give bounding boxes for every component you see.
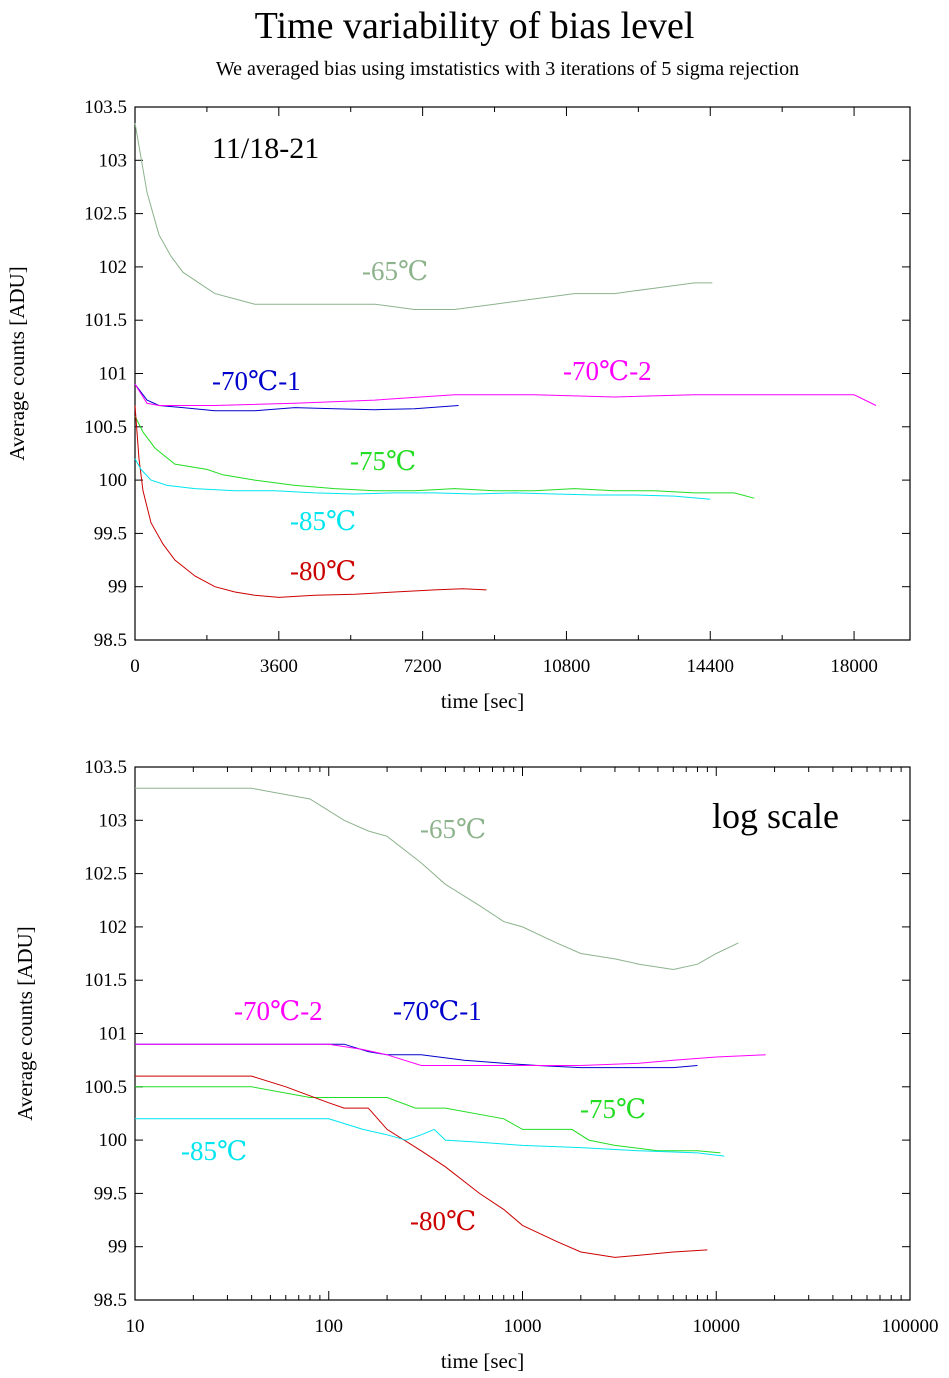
y-tick-label: 100 <box>99 1130 128 1151</box>
series-line <box>134 405 487 598</box>
y-tick-label: 103 <box>99 810 128 831</box>
series-line <box>135 787 739 971</box>
series-line <box>135 1075 708 1258</box>
chart-annotation: 11/18-21 <box>212 132 319 165</box>
x-tick-label: 10000 <box>693 1316 741 1337</box>
series-label: -65℃ <box>420 814 486 844</box>
plot-frame <box>134 766 911 1301</box>
series-label: -70℃-2 <box>234 996 323 1026</box>
series-label: -85℃ <box>290 506 356 536</box>
x-tick-label: 18000 <box>830 656 878 677</box>
series-line <box>134 415 755 499</box>
y-tick-label: 102.5 <box>84 864 127 885</box>
y-tick-label: 98.5 <box>94 1290 127 1311</box>
series-line <box>134 122 713 310</box>
x-tick-label: 100000 <box>882 1316 939 1337</box>
series-label: -75℃ <box>580 1094 646 1124</box>
x-tick-label: 1000 <box>504 1316 542 1337</box>
y-tick-label: 99 <box>108 577 127 598</box>
chart-annotation: log scale <box>712 796 839 836</box>
y-tick-label: 102.5 <box>84 204 127 225</box>
y-tick-label: 103.5 <box>84 97 127 118</box>
y-axis-label: Average counts [ADU] <box>13 926 37 1120</box>
y-tick-label: 99.5 <box>94 523 127 544</box>
series-line <box>135 1118 725 1157</box>
y-tick-label: 99 <box>108 1237 127 1258</box>
x-tick-label: 10800 <box>543 656 591 677</box>
series-label: -75℃ <box>350 446 416 476</box>
y-tick-label: 101.5 <box>84 310 127 331</box>
y-tick-label: 101 <box>99 364 128 385</box>
series-line <box>134 383 877 406</box>
x-tick-label: 7200 <box>404 656 442 677</box>
series-line <box>134 458 711 500</box>
page-title: Time variability of bias level <box>254 5 695 47</box>
series-label: -80℃ <box>410 1206 476 1236</box>
y-tick-label: 103.5 <box>84 757 127 778</box>
series-line <box>135 1043 766 1066</box>
y-tick-label: 98.5 <box>94 630 127 651</box>
series-label: -80℃ <box>290 556 356 586</box>
x-axis-label: time [sec] <box>441 1349 524 1373</box>
x-axis-label: time [sec] <box>441 689 524 713</box>
chart-panel-1: 98.5 99 99.5 100 100.5 101 101.5 102 102.5 103 103… <box>5 97 911 713</box>
y-tick-label: 102 <box>99 917 128 938</box>
series-label: -70℃-2 <box>563 356 652 386</box>
x-tick-label: 10 <box>126 1316 145 1337</box>
y-tick-label: 100.5 <box>84 1077 127 1098</box>
series-line <box>135 1086 721 1154</box>
x-tick-label: 100 <box>315 1316 344 1337</box>
y-tick-label: 102 <box>99 257 128 278</box>
series-label: -70℃-1 <box>212 366 301 396</box>
y-tick-label: 100 <box>99 470 128 491</box>
series-label: -70℃-1 <box>393 996 482 1026</box>
x-tick-label: 3600 <box>260 656 298 677</box>
x-tick-label: 14400 <box>687 656 735 677</box>
y-tick-label: 100.5 <box>84 417 127 438</box>
chart-panel-2: 98.5 99 99.5 100 100.5 101 101.5 102 102.5 103 103… <box>13 757 939 1373</box>
series-label: -85℃ <box>181 1136 247 1166</box>
y-tick-label: 99.5 <box>94 1183 127 1204</box>
series-label: -65℃ <box>362 256 428 286</box>
y-axis-label: Average counts [ADU] <box>5 266 29 460</box>
series-line <box>134 383 459 412</box>
page-subtitle: We averaged bias using imstatistics with… <box>215 58 800 80</box>
y-tick-label: 103 <box>99 150 128 171</box>
y-tick-label: 101 <box>99 1024 128 1045</box>
y-tick-label: 101.5 <box>84 970 127 991</box>
x-tick-label: 0 <box>130 656 140 677</box>
series-line <box>135 1043 698 1069</box>
